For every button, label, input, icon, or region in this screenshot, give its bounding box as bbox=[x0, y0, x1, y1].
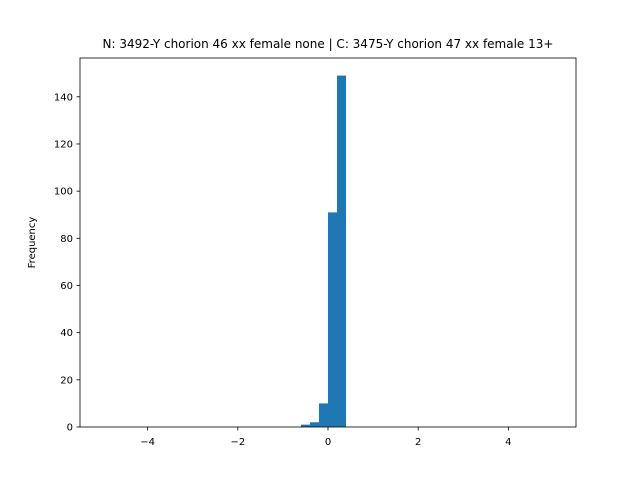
x-tick-label: 0 bbox=[325, 437, 331, 448]
y-axis-label: Frequency bbox=[27, 217, 38, 269]
x-tick-label: 2 bbox=[415, 437, 421, 448]
bar bbox=[328, 212, 338, 427]
y-tick-label: 0 bbox=[67, 423, 73, 434]
bar bbox=[318, 403, 328, 427]
bar bbox=[337, 75, 347, 428]
x-tick-label: 4 bbox=[505, 437, 511, 448]
y-tick-label: 80 bbox=[60, 234, 73, 245]
y-tick-label: 60 bbox=[60, 281, 73, 292]
x-tick-label: −4 bbox=[140, 437, 155, 448]
bar bbox=[309, 422, 319, 427]
y-tick-label: 40 bbox=[60, 328, 73, 339]
chart-title: N: 3492-Y chorion 46 xx female none | C:… bbox=[103, 37, 554, 51]
y-tick-label: 140 bbox=[54, 92, 73, 103]
x-tick-label: −2 bbox=[230, 437, 245, 448]
y-tick-label: 100 bbox=[54, 187, 73, 198]
y-tick-label: 120 bbox=[54, 139, 73, 150]
y-tick-label: 20 bbox=[60, 375, 73, 386]
bar bbox=[300, 424, 310, 427]
